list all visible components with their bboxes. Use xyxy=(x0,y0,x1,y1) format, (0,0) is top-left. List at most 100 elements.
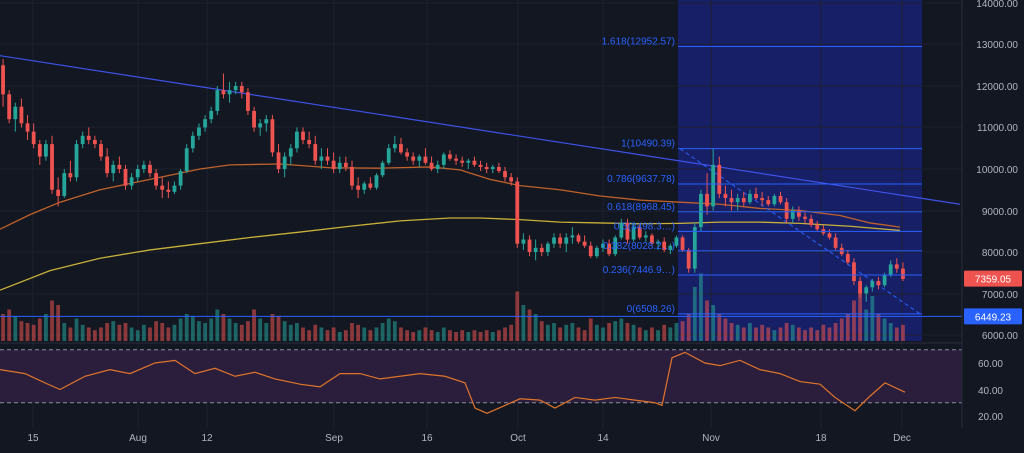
candle-body-6 xyxy=(37,144,42,157)
volume-bar-145 xyxy=(888,323,893,341)
candle-body-82 xyxy=(503,171,507,178)
ma-long-line xyxy=(0,217,901,291)
volume-bar-63 xyxy=(386,318,391,341)
volume-bar-10 xyxy=(62,323,67,341)
candle-body-141 xyxy=(864,287,869,294)
candle-body-129 xyxy=(790,210,795,219)
volume-bar-132 xyxy=(809,327,814,341)
candle-body-20 xyxy=(123,169,128,186)
volume-bar-97 xyxy=(594,324,599,341)
trendline-descending xyxy=(0,55,961,205)
volume-bar-6 xyxy=(37,318,42,341)
candle-body-14 xyxy=(86,135,91,140)
time-tick-3: Sep xyxy=(325,433,343,444)
volume-bar-146 xyxy=(894,327,899,341)
candle-body-136 xyxy=(833,237,838,248)
candle-body-61 xyxy=(374,175,379,188)
volume-bar-70 xyxy=(429,330,434,341)
volume-bar-33 xyxy=(203,323,207,341)
volume-bar-38 xyxy=(233,323,238,341)
volume-bar-23 xyxy=(141,324,146,341)
candle-body-1 xyxy=(7,94,12,120)
volume-bar-5 xyxy=(31,324,36,341)
time-tick-0: 15 xyxy=(27,433,39,444)
volume-bar-65 xyxy=(399,327,403,341)
volume-bar-139 xyxy=(852,300,856,341)
fib-level-label-2: 0.786(9637.78) xyxy=(607,174,675,185)
volume-bar-41 xyxy=(252,309,256,341)
volume-bar-120 xyxy=(735,324,740,341)
candle-body-23 xyxy=(141,164,146,169)
volume-bar-30 xyxy=(184,314,189,341)
volume-bar-72 xyxy=(441,327,446,341)
candle-body-64 xyxy=(392,144,397,149)
volume-bar-95 xyxy=(582,330,587,341)
candle-body-10 xyxy=(62,173,67,196)
price-axis-bg xyxy=(962,0,1024,448)
volume-layer xyxy=(1,273,905,341)
volume-bar-32 xyxy=(197,321,201,341)
candle-body-31 xyxy=(190,135,195,149)
candle-body-92 xyxy=(564,237,569,244)
candle-body-44 xyxy=(270,119,275,153)
rsi-line xyxy=(0,351,906,415)
volume-bar-115 xyxy=(705,300,709,341)
candle-body-127 xyxy=(778,195,783,203)
candle-body-114 xyxy=(699,193,703,228)
volume-bar-73 xyxy=(448,330,452,341)
candle-body-50 xyxy=(307,139,312,145)
candle-body-42 xyxy=(258,123,263,128)
fib-level-label-4: 0.5(8498.3…) xyxy=(614,221,675,232)
candle-body-47 xyxy=(288,148,293,157)
candle-body-135 xyxy=(827,233,832,238)
volume-bar-20 xyxy=(123,323,128,341)
candle-body-45 xyxy=(276,152,281,169)
time-tick-8: 18 xyxy=(815,433,827,444)
axes-layer: 6000.00 7000.00 8000.00 9000.00 10000.00 1100… xyxy=(27,0,1024,448)
volume-bar-122 xyxy=(748,323,752,341)
candle-body-59 xyxy=(362,183,367,190)
volume-bar-85 xyxy=(521,305,526,341)
volume-bar-80 xyxy=(490,332,495,341)
volume-bar-42 xyxy=(258,318,263,341)
candle-body-83 xyxy=(509,177,514,182)
candle-body-145 xyxy=(888,264,893,275)
volume-bar-11 xyxy=(68,327,73,341)
volume-bar-69 xyxy=(423,327,428,341)
candle-body-93 xyxy=(570,235,575,238)
volume-bar-138 xyxy=(845,314,850,341)
candle-body-117 xyxy=(717,164,722,194)
volume-bar-94 xyxy=(576,327,581,341)
rsi-tick-1: 40.00 xyxy=(978,386,1003,397)
candle-body-4 xyxy=(25,123,30,132)
volume-bar-15 xyxy=(92,330,97,341)
candle-body-120 xyxy=(735,198,740,203)
rsi-tick-2: 60.00 xyxy=(978,359,1003,370)
volume-bar-47 xyxy=(288,324,293,341)
volume-bar-121 xyxy=(741,327,746,341)
price-tick-0: 6000.00 xyxy=(982,331,1019,342)
volume-bar-87 xyxy=(533,314,538,341)
volume-bar-103 xyxy=(631,324,636,341)
volume-bar-76 xyxy=(466,332,471,341)
volume-bar-90 xyxy=(552,323,556,341)
volume-bar-131 xyxy=(803,330,807,341)
candle-body-18 xyxy=(111,164,116,174)
volume-bar-134 xyxy=(821,324,826,341)
volume-bar-133 xyxy=(815,330,820,341)
volume-bar-64 xyxy=(392,321,397,341)
candle-body-102 xyxy=(625,222,630,240)
volume-bar-44 xyxy=(270,314,275,341)
price-tick-2: 8000.00 xyxy=(982,248,1019,259)
time-tick-1: Aug xyxy=(129,433,147,444)
rsi-tick-0: 20.00 xyxy=(978,412,1003,423)
candle-body-21 xyxy=(129,177,134,186)
volume-bar-28 xyxy=(172,324,177,341)
candle-body-25 xyxy=(154,173,158,186)
volume-bar-9 xyxy=(56,305,61,341)
volume-bar-110 xyxy=(674,323,679,341)
volume-bar-12 xyxy=(74,318,79,341)
volume-bar-26 xyxy=(160,323,165,341)
